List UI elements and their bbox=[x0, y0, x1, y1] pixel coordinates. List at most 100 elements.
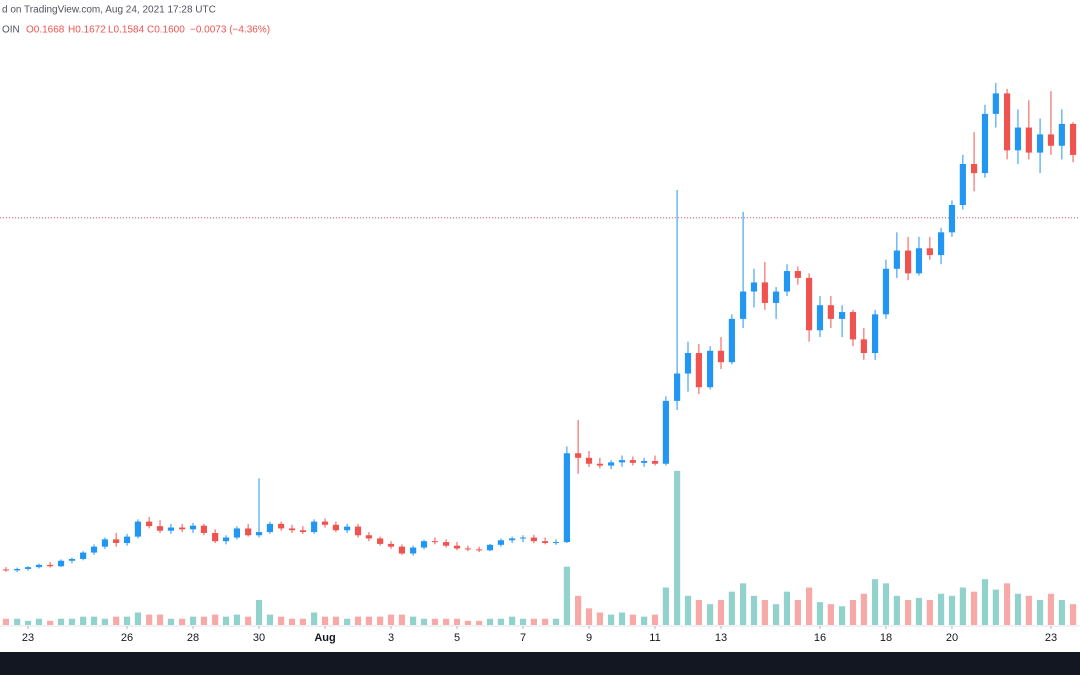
candle-body bbox=[707, 350, 714, 388]
volume-bar bbox=[464, 620, 471, 625]
candle-body bbox=[596, 463, 603, 466]
volume-bar bbox=[332, 616, 339, 625]
candle-body bbox=[761, 282, 768, 303]
volume-bar bbox=[431, 618, 438, 625]
volume-bar bbox=[398, 614, 405, 625]
candle-body bbox=[2, 569, 10, 571]
candle-body bbox=[981, 113, 989, 174]
volume-bar bbox=[476, 620, 483, 625]
candle-body bbox=[608, 462, 615, 466]
candle-body bbox=[509, 538, 516, 541]
volume-bar bbox=[585, 608, 593, 625]
candle-body bbox=[233, 528, 241, 538]
candle-body bbox=[299, 530, 306, 533]
volume-bar bbox=[542, 618, 549, 625]
volume-bar bbox=[1058, 600, 1065, 625]
source-label: d on TradingView.com, Aug 24, 2021 17:28… bbox=[2, 5, 216, 16]
volume-bar bbox=[849, 600, 857, 625]
candle-body bbox=[728, 318, 735, 363]
volume-bar bbox=[1047, 593, 1055, 625]
volume-bar bbox=[179, 618, 186, 625]
volume-bar bbox=[266, 614, 274, 625]
candle-body bbox=[212, 532, 219, 542]
volume-bar bbox=[410, 616, 417, 625]
x-tick-label: 9 bbox=[586, 632, 592, 644]
volume-bar bbox=[453, 618, 461, 625]
volume-bar bbox=[1069, 604, 1077, 625]
candle-body bbox=[443, 542, 450, 546]
high-value: H0.1672 bbox=[68, 25, 106, 36]
candle-body bbox=[563, 453, 570, 543]
volume-bar bbox=[80, 616, 87, 625]
candle-body bbox=[321, 521, 329, 525]
candle-body bbox=[695, 353, 702, 388]
candle-body bbox=[904, 250, 912, 274]
volume-bar bbox=[288, 618, 296, 625]
volume-bar bbox=[629, 614, 636, 625]
volume-bar bbox=[981, 579, 989, 625]
volume-bar bbox=[377, 616, 384, 625]
candle-body bbox=[420, 541, 428, 548]
volume-bar bbox=[354, 616, 362, 625]
volume-bar bbox=[882, 583, 890, 625]
volume-bar bbox=[278, 616, 285, 625]
volume-bar bbox=[596, 612, 603, 625]
candle-body bbox=[398, 546, 405, 554]
x-tick-label: 28 bbox=[187, 632, 199, 644]
candle-body bbox=[68, 558, 76, 561]
volume-bar bbox=[519, 618, 527, 625]
candle-body bbox=[453, 545, 461, 549]
candle-body bbox=[827, 305, 834, 319]
candle-body bbox=[113, 539, 120, 544]
volume-bar bbox=[14, 618, 21, 625]
x-tick-label: 23 bbox=[1045, 632, 1057, 644]
volume-bar bbox=[827, 604, 834, 625]
candle-body bbox=[970, 163, 978, 174]
candle-body bbox=[47, 564, 54, 567]
candle-body bbox=[156, 526, 164, 531]
volume-bar bbox=[773, 604, 780, 625]
candle-body bbox=[926, 248, 933, 256]
volume-bar bbox=[860, 593, 867, 625]
volume-bar bbox=[740, 583, 747, 625]
volume-bar bbox=[641, 616, 648, 625]
candle-body bbox=[773, 291, 780, 303]
candle-body bbox=[893, 250, 900, 269]
volume-bar bbox=[57, 618, 65, 625]
volume-bar bbox=[156, 614, 164, 625]
candle-body bbox=[717, 350, 725, 363]
volume-bar bbox=[255, 600, 263, 625]
candle-body bbox=[464, 548, 471, 550]
candle-body bbox=[497, 540, 504, 545]
volume-bar bbox=[684, 595, 692, 625]
candle-body bbox=[530, 537, 537, 542]
volume-bar bbox=[926, 600, 933, 625]
candle-body bbox=[24, 567, 32, 569]
x-tick-label: 30 bbox=[253, 632, 265, 644]
volume-bar bbox=[1036, 600, 1044, 625]
volume-bar bbox=[212, 614, 219, 625]
volume-bar bbox=[90, 616, 98, 625]
candle-body bbox=[816, 305, 824, 331]
candle-body bbox=[1014, 127, 1022, 151]
volume-bar bbox=[992, 589, 999, 625]
candle-body bbox=[959, 163, 966, 205]
volume-bar bbox=[750, 595, 758, 625]
candle-body bbox=[1047, 134, 1055, 146]
volume-bar bbox=[783, 591, 791, 625]
candle-body bbox=[200, 525, 208, 533]
change-value: −0.0073 (−4.36%) bbox=[190, 25, 270, 36]
candle-body bbox=[674, 373, 681, 401]
x-tick-label: 3 bbox=[388, 632, 394, 644]
candle-body bbox=[377, 538, 384, 544]
volume-bar bbox=[146, 614, 153, 625]
volume-bar bbox=[299, 618, 306, 625]
candle-body bbox=[1069, 123, 1077, 155]
volume-bar bbox=[618, 612, 626, 625]
volume-bar bbox=[134, 612, 142, 625]
volume-bar bbox=[915, 597, 923, 625]
volume-bar bbox=[200, 616, 208, 625]
candle-body bbox=[1025, 127, 1032, 153]
